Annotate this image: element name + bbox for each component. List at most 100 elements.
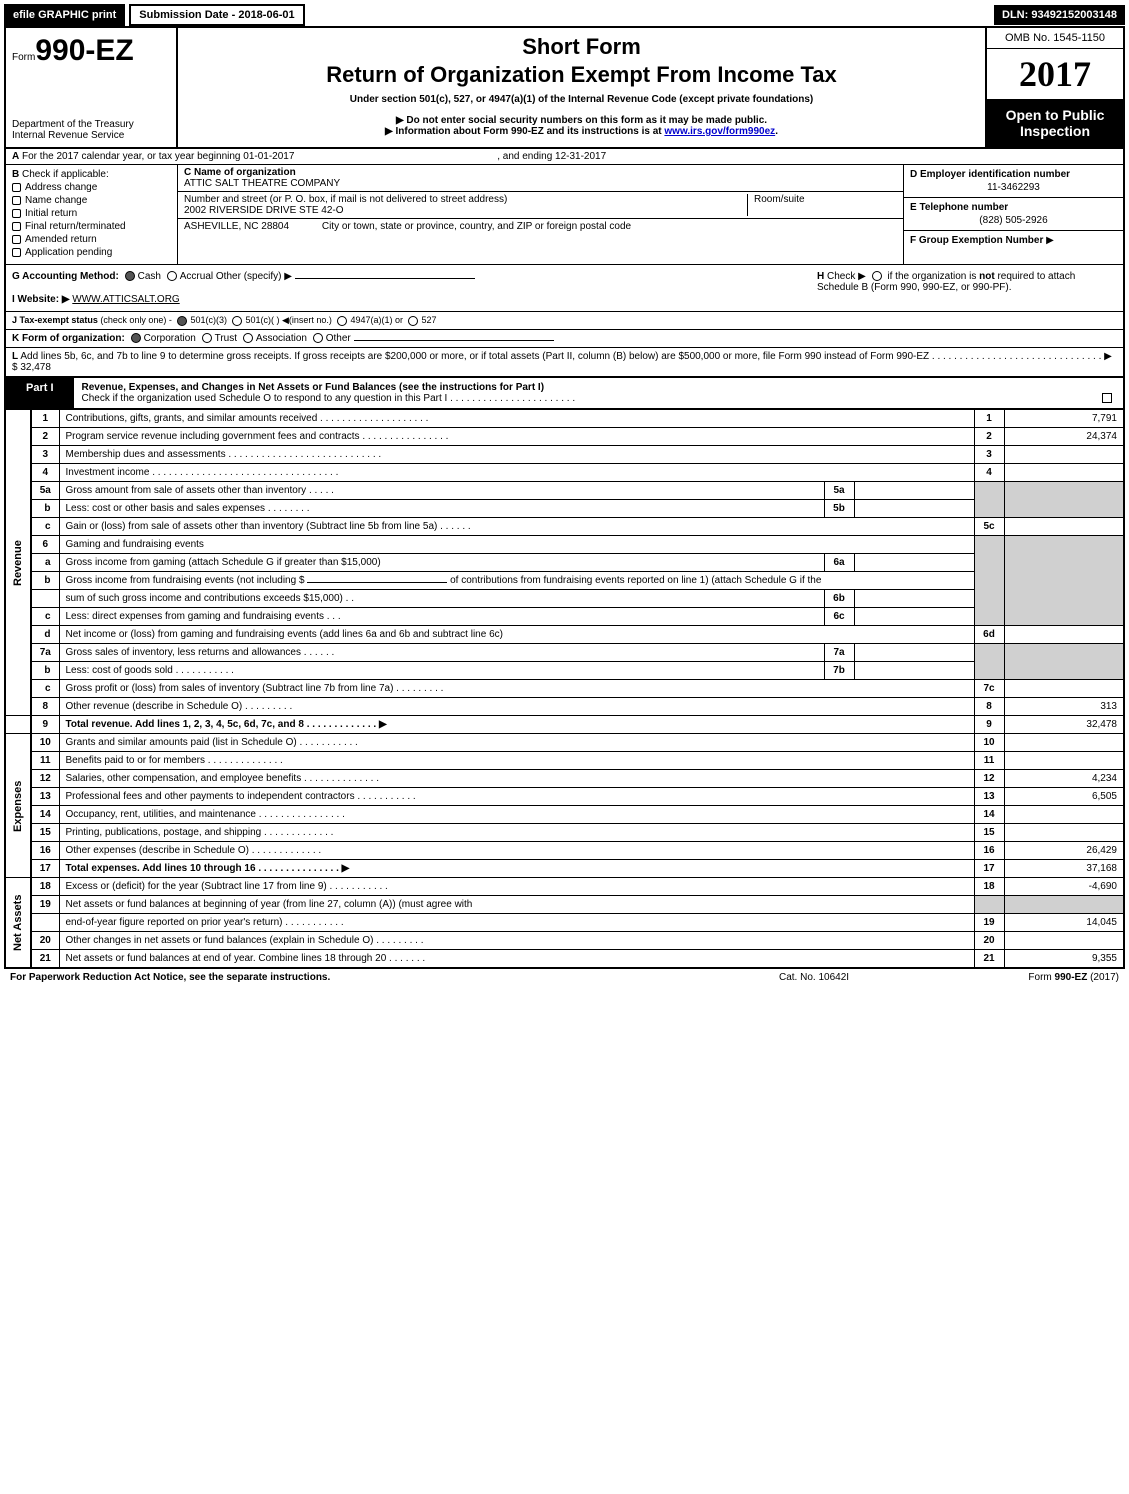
footer-left: For Paperwork Reduction Act Notice, see … xyxy=(10,972,779,983)
room-label: Room/suite xyxy=(754,194,897,205)
line-4: 4 Investment income . . . . . . . . . . … xyxy=(5,464,1124,482)
line-5a: 5a Gross amount from sale of assets othe… xyxy=(5,482,1124,500)
opt-address-change[interactable]: Address change xyxy=(12,182,171,193)
i-label: I Website: ▶ xyxy=(12,294,70,305)
line-num: 1 xyxy=(31,410,59,428)
radio-icon[interactable] xyxy=(313,333,323,343)
city-val: ASHEVILLE, NC 28804 xyxy=(184,221,289,232)
checkbox-icon[interactable] xyxy=(872,271,882,281)
efile-badge: efile GRAPHIC print xyxy=(4,4,125,26)
tax-year: 2017 xyxy=(987,49,1123,99)
row-k: K Form of organization: Corporation Trus… xyxy=(4,330,1125,348)
row-h: H Check ▶ if the organization is not req… xyxy=(817,271,1117,305)
open-line1: Open to Public xyxy=(991,107,1119,123)
radio-icon[interactable] xyxy=(408,316,418,326)
label-a: A xyxy=(12,151,19,162)
dept-line1: Department of the Treasury xyxy=(12,119,170,130)
dept-line2: Internal Revenue Service xyxy=(12,130,170,141)
opt-amended-return[interactable]: Amended return xyxy=(12,234,171,245)
radio-icon[interactable] xyxy=(232,316,242,326)
f-arrow: ▶ xyxy=(1046,235,1054,246)
g-other-line[interactable] xyxy=(295,278,475,279)
revenue-sidelabel: Revenue xyxy=(5,410,31,716)
row-c-city: ASHEVILLE, NC 28804 City or town, state … xyxy=(178,219,903,234)
line-19b: end-of-year figure reported on prior yea… xyxy=(5,914,1124,932)
row-gh: G Accounting Method: Cash Accrual Other … xyxy=(4,265,1125,312)
footer-right: Form 990-EZ (2017) xyxy=(979,972,1119,983)
website-link[interactable]: WWW.ATTICSALT.ORG xyxy=(72,294,179,305)
part-i-title-block: Revenue, Expenses, and Changes in Net As… xyxy=(74,378,1123,408)
open-to-public: Open to Public Inspection xyxy=(987,99,1123,147)
d-ein: 11-3462293 xyxy=(910,182,1117,193)
dln-box: DLN: 93492152003148 xyxy=(994,5,1125,25)
h-label: H xyxy=(817,271,824,282)
instructions-link[interactable]: www.irs.gov/form990ez xyxy=(664,126,775,137)
row-j: J Tax-exempt status (check only one) - 5… xyxy=(4,312,1125,330)
short-form-title: Short Form xyxy=(188,34,975,60)
c-label: C Name of organization xyxy=(184,167,897,178)
line-6d: d Net income or (loss) from gaming and f… xyxy=(5,626,1124,644)
row-l: L Add lines 5b, 6c, and 7b to line 9 to … xyxy=(4,348,1125,378)
subtitle-1: Under section 501(c), 527, or 4947(a)(1)… xyxy=(188,94,975,105)
line-6b-desc: Gross income from fundraising events (no… xyxy=(59,572,974,590)
g-other: Other (specify) ▶ xyxy=(216,271,292,282)
line-6b-1: b Gross income from fundraising events (… xyxy=(5,572,1124,590)
part-i-header: Part I Revenue, Expenses, and Changes in… xyxy=(4,378,1125,409)
opt-name-change[interactable]: Name change xyxy=(12,195,171,206)
opt-initial-return[interactable]: Initial return xyxy=(12,208,171,219)
sub3-pre: ▶ Information about Form 990-EZ and its … xyxy=(385,126,664,137)
line-19a: 19 Net assets or fund balances at beginn… xyxy=(5,896,1124,914)
l-label: L xyxy=(12,351,18,362)
e-phone: (828) 505-2926 xyxy=(910,215,1117,226)
line-6c: c Less: direct expenses from gaming and … xyxy=(5,608,1124,626)
checkbox-icon xyxy=(12,235,21,244)
box-e: E Telephone number (828) 505-2926 xyxy=(904,198,1123,231)
radio-icon[interactable] xyxy=(167,271,177,281)
main-title: Return of Organization Exempt From Incom… xyxy=(188,62,975,88)
line-20: 20 Other changes in net assets or fund b… xyxy=(5,932,1124,950)
checkbox-icon[interactable] xyxy=(1102,393,1112,403)
b-head-text: Check if applicable: xyxy=(22,169,109,180)
form-number: Form990-EZ xyxy=(12,34,170,68)
fundraising-amount-line[interactable] xyxy=(307,582,447,583)
part-i-table: Revenue 1 Contributions, gifts, grants, … xyxy=(4,409,1125,968)
addr-label: Number and street (or P. O. box, if mail… xyxy=(184,194,747,205)
line-3: 3 Membership dues and assessments . . . … xyxy=(5,446,1124,464)
subtitle-2: ▶ Do not enter social security numbers o… xyxy=(188,115,975,126)
col-def: D Employer identification number 11-3462… xyxy=(903,165,1123,264)
k-label: K Form of organization: xyxy=(12,333,125,344)
omb-number: OMB No. 1545-1150 xyxy=(987,28,1123,49)
expenses-sidelabel: Expenses xyxy=(5,734,31,878)
radio-icon[interactable] xyxy=(131,333,141,343)
label-b: B xyxy=(12,169,19,180)
radio-icon[interactable] xyxy=(202,333,212,343)
k-other-line[interactable] xyxy=(354,340,554,341)
header-mid: Short Form Return of Organization Exempt… xyxy=(178,28,985,147)
checkbox-icon xyxy=(12,248,21,257)
radio-icon[interactable] xyxy=(243,333,253,343)
line-21: 21 Net assets or fund balances at end of… xyxy=(5,950,1124,968)
e-label: E Telephone number xyxy=(910,202,1117,213)
b-header: B Check if applicable: xyxy=(12,169,171,180)
checkbox-icon xyxy=(12,209,21,218)
radio-icon[interactable] xyxy=(125,271,135,281)
footer-mid: Cat. No. 10642I xyxy=(779,972,979,983)
opt-final-return[interactable]: Final return/terminated xyxy=(12,221,171,232)
opt-application-pending[interactable]: Application pending xyxy=(12,247,171,258)
radio-icon[interactable] xyxy=(177,316,187,326)
l-text: Add lines 5b, 6c, and 7b to line 9 to de… xyxy=(12,351,1112,373)
col-b: B Check if applicable: Address change Na… xyxy=(6,165,178,264)
g-label: G Accounting Method: xyxy=(12,271,119,282)
line-12: 12 Salaries, other compensation, and emp… xyxy=(5,770,1124,788)
radio-icon[interactable] xyxy=(337,316,347,326)
line-7c: c Gross profit or (loss) from sales of i… xyxy=(5,680,1124,698)
city-label: City or town, state or province, country… xyxy=(322,221,631,232)
row-i-website: I Website: ▶ WWW.ATTICSALT.ORG xyxy=(12,294,817,305)
open-line2: Inspection xyxy=(991,123,1119,139)
line-6b-2: sum of such gross income and contributio… xyxy=(5,590,1124,608)
header-right: OMB No. 1545-1150 2017 Open to Public In… xyxy=(985,28,1123,147)
submission-date-box: Submission Date - 2018-06-01 xyxy=(129,4,304,26)
line-2: 2 Program service revenue including gove… xyxy=(5,428,1124,446)
line-6a: a Gross income from gaming (attach Sched… xyxy=(5,554,1124,572)
checkbox-icon xyxy=(12,196,21,205)
